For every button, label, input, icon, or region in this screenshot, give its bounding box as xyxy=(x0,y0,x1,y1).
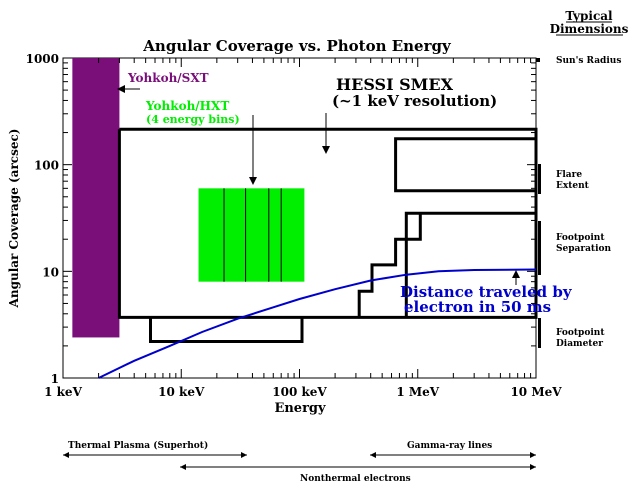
chart-title: Angular Coverage vs. Photon Energy xyxy=(142,37,452,55)
x-axis-label: Energy xyxy=(274,401,326,416)
flare-extent-label-1: Flare xyxy=(556,170,582,180)
hessi-label: HESSI SMEX xyxy=(336,75,454,94)
gamma-ray-arrow-left xyxy=(370,452,376,458)
x-tick-label: 10 MeV xyxy=(510,385,562,399)
gamma-ray-label: Gamma-ray lines xyxy=(407,441,492,451)
dimensions-header-1: Typical xyxy=(565,9,613,23)
footpoint-diameter-marker xyxy=(538,318,541,348)
y-axis-label: Angular Coverage (arcsec) xyxy=(7,129,21,309)
gamma-ray-arrow-right xyxy=(530,452,536,458)
flare-extent-label-2: Extent xyxy=(556,181,590,191)
x-tick-labels: 1 keV 10 keV 100 keV 1 MeV 10 MeV xyxy=(44,385,562,399)
electron-sublabel: electron in 50 ms xyxy=(404,298,551,316)
series-electron-distance xyxy=(98,268,537,379)
thermal-plasma-arrow-right xyxy=(241,452,247,458)
footpoint-separation-label-1: Footpoint xyxy=(556,233,605,243)
y-tick-labels: 1 10 100 1000 xyxy=(26,52,59,386)
series-hessi-smex xyxy=(117,127,538,343)
x-tick-label: 100 keV xyxy=(272,385,327,399)
hxt-sublabel: (4 energy bins) xyxy=(146,113,240,126)
hxt-box xyxy=(198,188,305,282)
dimensions-header-2: Dimensions xyxy=(550,22,629,36)
y-tick-label: 10 xyxy=(42,265,59,279)
sxt-label: Yohkoh/SXT xyxy=(127,71,209,85)
x-tick-label: 10 keV xyxy=(158,385,205,399)
y-tick-label: 1 xyxy=(51,372,59,386)
y-tick-label: 1000 xyxy=(26,52,59,66)
suns-radius-label: Sun's Radius xyxy=(556,56,621,66)
suns-radius-marker xyxy=(536,58,540,62)
hxt-region xyxy=(198,188,305,282)
nonthermal-arrow-left xyxy=(180,464,186,470)
x-tick-label: 1 keV xyxy=(44,385,82,399)
hessi-sublabel: (~1 keV resolution) xyxy=(332,92,497,110)
thermal-plasma-label: Thermal Plasma (Superhot) xyxy=(68,440,208,451)
footpoint-diameter-label-2: Diameter xyxy=(556,339,603,349)
footpoint-separation-label-2: Separation xyxy=(556,244,612,254)
footpoint-diameter-label-1: Footpoint xyxy=(556,328,605,338)
nonthermal-label: Nonthermal electrons xyxy=(300,474,411,484)
axis-ticks xyxy=(62,58,536,379)
thermal-plasma-arrow-left xyxy=(63,452,69,458)
nonthermal-arrow-right xyxy=(530,464,536,470)
flare-extent-marker xyxy=(538,164,541,194)
hxt-label: Yohkoh/HXT xyxy=(145,99,229,113)
x-tick-label: 1 MeV xyxy=(396,385,439,399)
footpoint-separation-marker xyxy=(538,221,541,275)
electron-label: Distance traveled by xyxy=(400,283,573,301)
sxt-region xyxy=(72,58,120,338)
y-tick-label: 100 xyxy=(34,159,59,173)
